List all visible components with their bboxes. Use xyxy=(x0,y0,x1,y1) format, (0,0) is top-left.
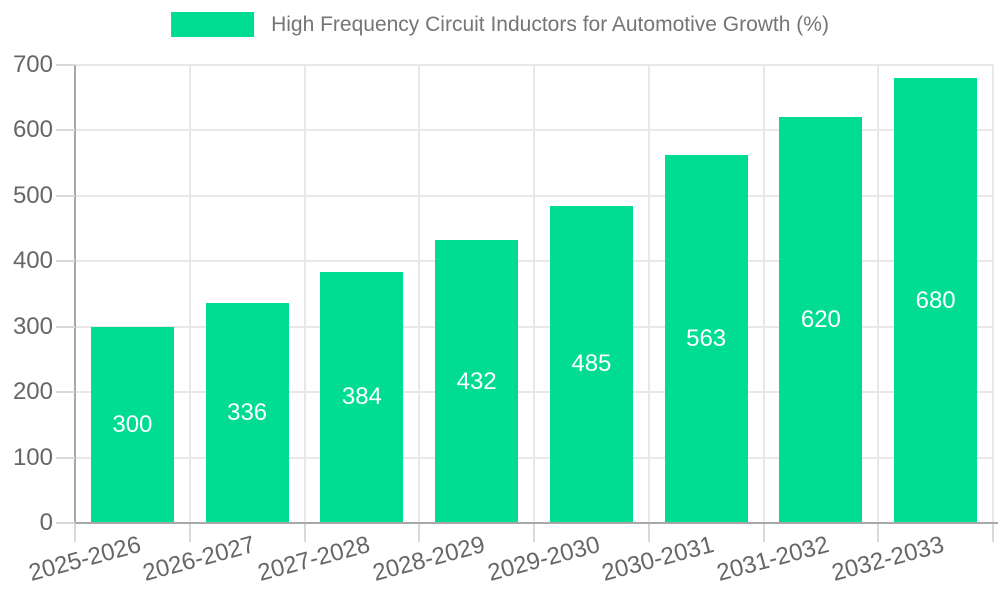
gridline-vertical xyxy=(303,65,306,523)
y-tick-label: 300 xyxy=(12,312,53,340)
legend[interactable]: High Frequency Circuit Inductors for Aut… xyxy=(171,12,829,37)
y-axis-tick xyxy=(56,129,75,132)
y-tick-label: 200 xyxy=(12,378,53,406)
bar[interactable]: 680 xyxy=(894,78,978,523)
chart-title: High Frequency Circuit Inductors for Aut… xyxy=(271,13,829,36)
bar[interactable]: 563 xyxy=(664,154,748,523)
x-axis-tick xyxy=(418,524,421,542)
y-tick-label: 500 xyxy=(12,181,53,209)
legend-swatch xyxy=(171,12,255,37)
plot-area: 300 336 384 432 485 563 620 680 xyxy=(75,64,994,523)
x-axis-tick xyxy=(533,524,535,542)
bar-value-label: 336 xyxy=(227,399,268,427)
y-tick-label: 600 xyxy=(12,116,53,144)
x-axis-tick xyxy=(303,524,306,542)
x-axis-tick xyxy=(992,524,994,542)
y-tick-label: 700 xyxy=(12,51,53,78)
bar-value-label: 485 xyxy=(571,350,612,378)
x-tick-label: 2029-2030 xyxy=(484,531,603,587)
bar[interactable]: 620 xyxy=(779,117,863,523)
bar-value-label: 620 xyxy=(800,306,841,334)
x-axis-line xyxy=(74,522,998,524)
x-tick-label: 2028-2029 xyxy=(369,531,488,587)
x-axis-tick xyxy=(188,524,191,542)
y-axis-tick xyxy=(56,325,75,328)
x-tick-label: 2032-2033 xyxy=(828,531,947,587)
y-axis-line xyxy=(74,65,76,523)
gridline-vertical xyxy=(877,65,880,523)
y-tick-label: 400 xyxy=(12,247,53,275)
y-axis-tick xyxy=(56,194,75,197)
gridline-vertical xyxy=(533,65,535,523)
y-tick-label: 100 xyxy=(12,443,53,471)
x-tick-label: 2031-2032 xyxy=(714,531,832,587)
bar[interactable]: 432 xyxy=(435,240,519,523)
bar-value-label: 680 xyxy=(915,286,956,314)
bar[interactable]: 336 xyxy=(205,303,289,523)
gridline-vertical xyxy=(647,65,650,523)
bar[interactable]: 485 xyxy=(549,205,633,523)
x-axis-tick xyxy=(74,524,76,542)
bar-value-label: 384 xyxy=(341,383,382,411)
bar-value-label: 300 xyxy=(112,410,153,438)
y-axis-tick xyxy=(56,456,75,459)
gridline-vertical xyxy=(762,65,765,523)
bar-value-label: 563 xyxy=(686,324,727,352)
y-tick-label: 0 xyxy=(39,509,53,536)
gridline-vertical xyxy=(418,65,421,523)
x-tick-label: 2025-2026 xyxy=(25,531,144,587)
bar-value-label: 432 xyxy=(456,367,497,395)
x-axis-tick xyxy=(762,524,765,542)
gridline-vertical xyxy=(992,65,994,523)
y-axis-tick xyxy=(56,391,75,394)
y-axis-tick xyxy=(56,260,75,263)
bar[interactable]: 384 xyxy=(320,271,404,523)
bar[interactable]: 300 xyxy=(90,326,174,523)
x-tick-label: 2027-2028 xyxy=(255,531,373,587)
y-axis-tick xyxy=(56,64,75,66)
x-axis-tick xyxy=(647,524,650,542)
x-tick-label: 2026-2027 xyxy=(140,531,259,587)
gridline-vertical xyxy=(188,65,191,523)
x-axis-tick xyxy=(877,524,880,542)
y-axis-tick xyxy=(56,522,75,524)
x-tick-label: 2030-2031 xyxy=(599,531,718,587)
